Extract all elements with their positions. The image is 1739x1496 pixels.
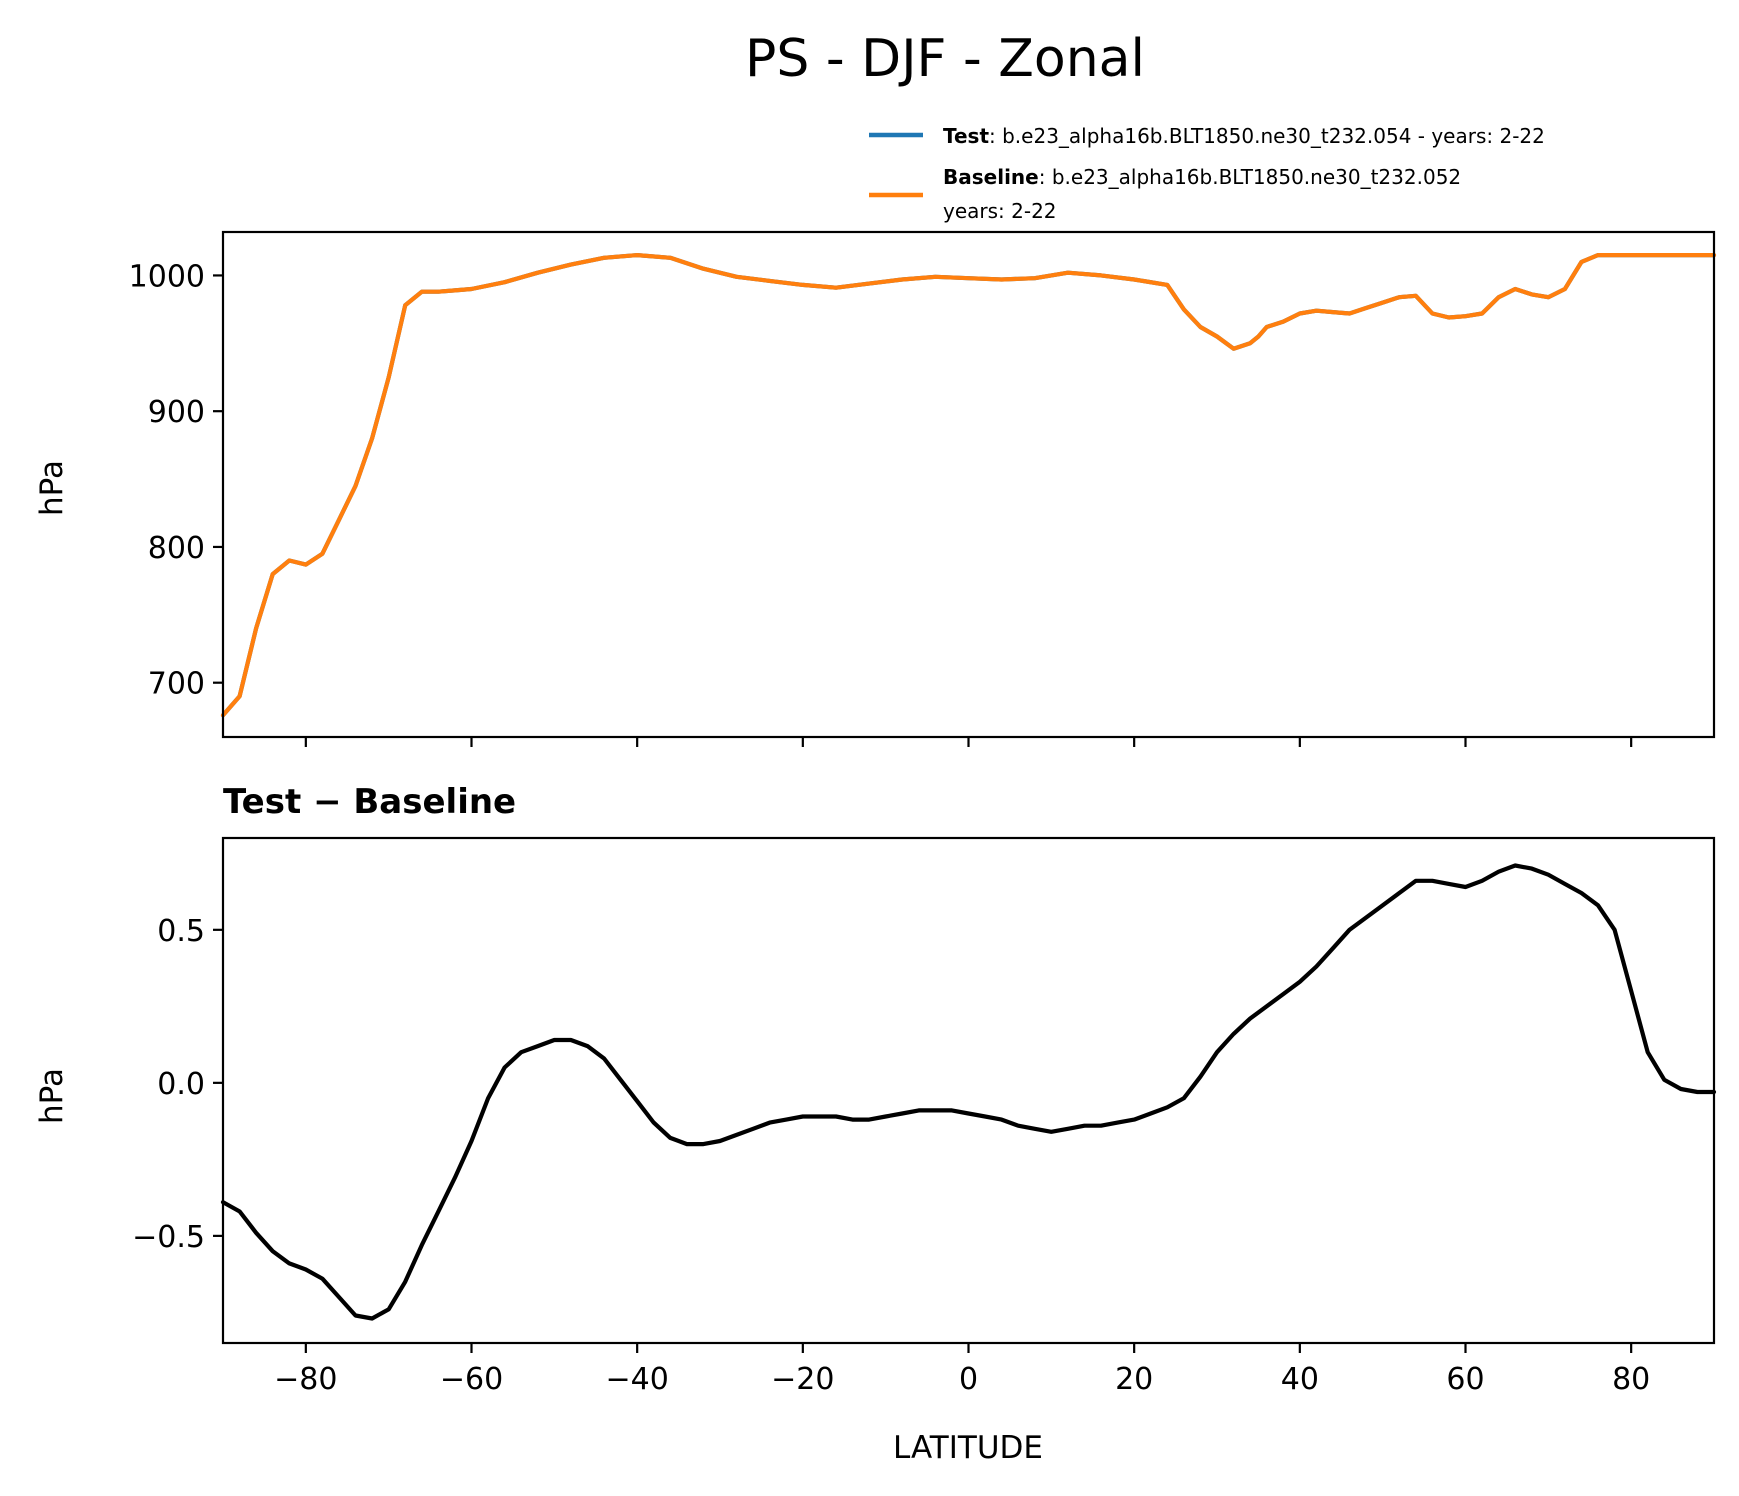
x-tick-label: 40 xyxy=(1281,1362,1319,1397)
x-tick-label: −60 xyxy=(440,1362,503,1397)
top-series-line-baseline xyxy=(220,253,1717,718)
legend-name-baseline: Baseline xyxy=(943,165,1039,189)
x-axis-label: LATITUDE xyxy=(893,1430,1043,1466)
figure-title: PS - DJF - Zonal xyxy=(745,29,1145,89)
x-tick-label: 0 xyxy=(959,1362,978,1397)
top-y-tick-label: 900 xyxy=(148,395,205,430)
bottom-y-tick-label: −0.5 xyxy=(132,1220,205,1255)
legend-text-test: : b.e23_alpha16b.BLT1850.ne30_t232.054 -… xyxy=(989,124,1545,148)
x-tick-label: −80 xyxy=(274,1362,337,1397)
top-y-ticks: 700 800 900 1000 xyxy=(129,259,223,702)
top-y-tick-label: 700 xyxy=(148,667,205,702)
legend-entry-baseline: Baseline: b.e23_alpha16b.BLT1850.ne30_t2… xyxy=(943,165,1461,189)
top-y-axis-label: hPa xyxy=(34,460,70,516)
x-tick-label: 80 xyxy=(1612,1362,1650,1397)
bottom-y-tick-label: 0.0 xyxy=(157,1067,205,1102)
bottom-series-group xyxy=(220,863,1717,1321)
top-x-ticks xyxy=(304,737,1633,747)
bottom-y-ticks: −0.5 0.0 0.5 xyxy=(132,914,223,1255)
bottom-series-line-test-baseline xyxy=(220,863,1717,1321)
top-plot-frame xyxy=(221,230,1716,739)
top-y-tick-label: 800 xyxy=(148,531,205,566)
legend: Test: b.e23_alpha16b.BLT1850.ne30_t232.0… xyxy=(869,124,1545,223)
x-tick-label: −20 xyxy=(771,1362,834,1397)
top-y-tick-label: 1000 xyxy=(129,259,205,294)
bottom-subtitle: Test − Baseline xyxy=(223,782,516,822)
bottom-y-axis-label: hPa xyxy=(34,1068,70,1124)
legend-entry-test: Test: b.e23_alpha16b.BLT1850.ne30_t232.0… xyxy=(943,124,1545,148)
bottom-panel: Test − Baseline hPa −80 −60 −40 −20 0 20 40 60 8… xyxy=(34,782,1717,1466)
top-series-group xyxy=(220,253,1717,718)
x-tick-label: 60 xyxy=(1446,1362,1484,1397)
top-panel: hPa 700 800 900 1000 xyxy=(34,230,1717,747)
legend-text-baseline: : b.e23_alpha16b.BLT1850.ne30_t232.052 xyxy=(1039,165,1461,189)
bottom-y-tick-label: 0.5 xyxy=(157,914,205,949)
legend-name-test: Test xyxy=(943,124,989,148)
legend-text-baseline-years: years: 2-22 xyxy=(943,199,1057,223)
x-tick-label: 20 xyxy=(1115,1362,1153,1397)
bottom-plot-frame xyxy=(221,836,1716,1345)
x-tick-label: −40 xyxy=(606,1362,669,1397)
bottom-x-ticks: −80 −60 −40 −20 0 20 40 60 80 xyxy=(274,1343,1650,1397)
